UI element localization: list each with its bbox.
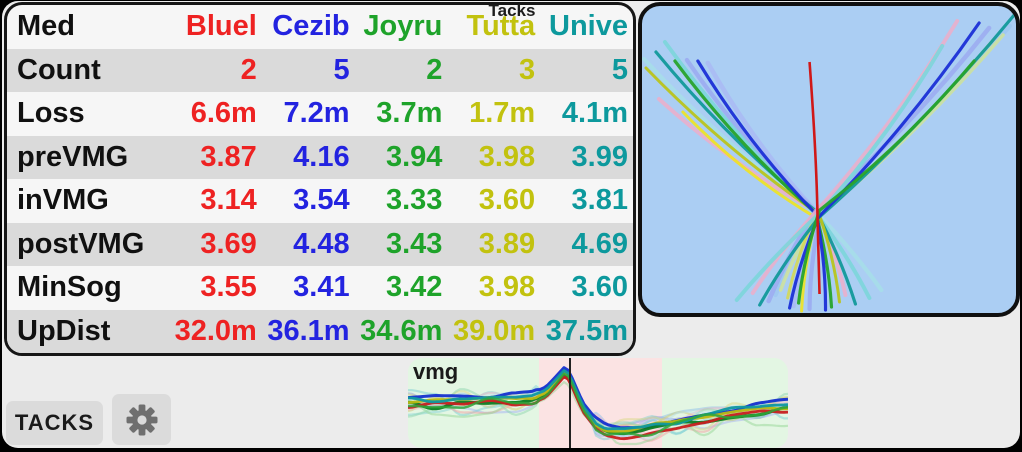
table-row: inVMG 3.14 3.54 3.33 3.60 3.81 [7, 179, 633, 223]
table-row: Count 2 5 2 3 5 [7, 48, 633, 92]
boat-track-line [644, 66, 841, 304]
page-title: Tacks [488, 1, 536, 20]
value-cell: 2 [426, 53, 443, 86]
value-cell: 32.0m [174, 314, 257, 347]
table-row: MinSog 3.55 3.41 3.42 3.98 3.60 [7, 266, 633, 310]
gear-icon [126, 404, 157, 435]
value-cell: 1.7m [469, 97, 536, 130]
settings-button[interactable] [112, 394, 171, 445]
row-label: Loss [17, 97, 85, 130]
value-cell: 3.69 [200, 227, 257, 260]
value-cell: 4.1m [561, 97, 628, 130]
value-cell: 3.99 [571, 140, 628, 173]
vmg-chart-panel[interactable]: vmg [408, 358, 788, 448]
value-cell: 3.94 [385, 140, 443, 173]
tacks-button[interactable]: TACKS [6, 401, 103, 445]
row-label: Count [17, 53, 101, 86]
value-cell: 5 [333, 53, 350, 86]
row-label: MinSog [17, 271, 122, 304]
value-cell: 2 [240, 53, 257, 86]
tack-tracks-plot [642, 12, 1016, 313]
value-cell: 3.14 [200, 184, 257, 217]
vmg-series-line [408, 369, 788, 431]
boat-track-line [750, 19, 960, 295]
column-header-joyru[interactable]: Joyru [363, 10, 443, 43]
boat-track-line [796, 59, 976, 305]
row-label: postVMG [17, 227, 145, 260]
value-cell: 3 [519, 53, 536, 86]
boat-track-line [681, 110, 819, 313]
value-cell: 3.41 [293, 271, 350, 304]
vmg-chart-label: vmg [413, 359, 459, 384]
median-track-line [808, 61, 821, 295]
value-cell: 4.16 [293, 140, 350, 173]
column-header-bluel[interactable]: Bluel [185, 10, 257, 43]
column-header-unive[interactable]: Unive [549, 10, 628, 43]
value-cell: 4.69 [571, 227, 628, 260]
value-cell: 3.98 [478, 271, 536, 304]
value-cell: 3.54 [293, 184, 350, 217]
table-row: preVMG 3.87 4.16 3.94 3.98 3.99 [7, 135, 633, 179]
column-header-cezib[interactable]: Cezib [272, 10, 350, 43]
value-cell: 3.60 [571, 271, 628, 304]
tack-stats-table: Med Bluel Cezib Joyru Tutta Unive Count 2 5 2 3 5 Lo… [4, 2, 636, 356]
table-row: UpDist 32.0m 36.1m 34.6m 39.0m 37.5m [7, 309, 633, 353]
row-label: UpDist [17, 314, 111, 347]
value-cell: 5 [611, 53, 628, 86]
value-cell: 36.1m [267, 314, 350, 347]
value-cell: 7.2m [283, 97, 350, 130]
value-cell: 3.60 [478, 184, 536, 217]
boat-track-line [696, 59, 828, 312]
value-cell: 34.6m [360, 314, 443, 347]
value-cell: 3.87 [200, 140, 257, 173]
value-cell: 4.48 [293, 227, 350, 260]
table-header-row: Med Bluel Cezib Joyru Tutta Unive [7, 5, 633, 49]
track-plot-panel[interactable] [638, 2, 1020, 317]
value-cell: 3.98 [478, 140, 536, 173]
table-row: Loss 6.6m 7.2m 3.7m 1.7m 4.1m [7, 92, 633, 136]
vmg-series-line [408, 372, 788, 438]
value-cell: 3.55 [200, 271, 257, 304]
table-row: postVMG 3.69 4.48 3.43 3.89 4.69 [7, 222, 633, 266]
corner-label: Med [17, 10, 75, 43]
value-cell: 3.89 [478, 227, 536, 260]
vmg-chart [408, 358, 788, 448]
column-header-tutta[interactable]: Tutta [466, 10, 536, 43]
value-cell: 6.6m [190, 97, 257, 130]
value-cell: 3.42 [385, 271, 443, 304]
value-cell: 3.43 [385, 227, 443, 260]
value-cell: 3.33 [385, 184, 443, 217]
value-cell: 3.7m [376, 97, 443, 130]
value-cell: 37.5m [545, 314, 628, 347]
value-cell: 3.81 [571, 184, 628, 217]
value-cell: 39.0m [452, 314, 536, 347]
row-label: inVMG [17, 184, 109, 217]
boat-track-line [673, 59, 834, 309]
row-label: preVMG [17, 140, 129, 173]
